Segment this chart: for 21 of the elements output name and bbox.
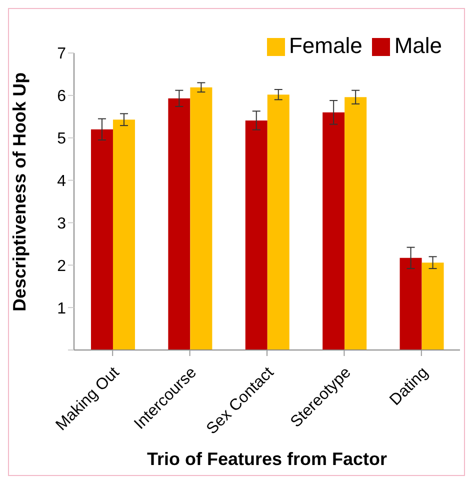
x-axis-title: Trio of Features from Factor xyxy=(146,449,388,469)
bar xyxy=(422,262,444,350)
bar xyxy=(245,120,268,350)
legend-label: Female xyxy=(288,33,362,58)
y-tick-label: 7 xyxy=(57,46,66,63)
y-tick-label: 4 xyxy=(57,172,66,190)
bar xyxy=(190,87,212,350)
bar xyxy=(344,97,367,350)
bar xyxy=(400,258,422,350)
y-tick-label: 1 xyxy=(57,300,66,318)
y-tick-label: 3 xyxy=(57,215,66,232)
bar xyxy=(168,98,190,350)
y-axis-title: Descriptiveness of Hook Up xyxy=(9,72,30,312)
bar xyxy=(322,112,345,350)
y-tick-label: 2 xyxy=(57,258,66,275)
y-tick-label: 6 xyxy=(57,88,66,106)
y-tick-label: 5 xyxy=(57,130,66,148)
legend-label: Male xyxy=(394,33,442,58)
bar xyxy=(112,120,135,350)
bar xyxy=(267,94,290,350)
bar xyxy=(90,129,113,350)
